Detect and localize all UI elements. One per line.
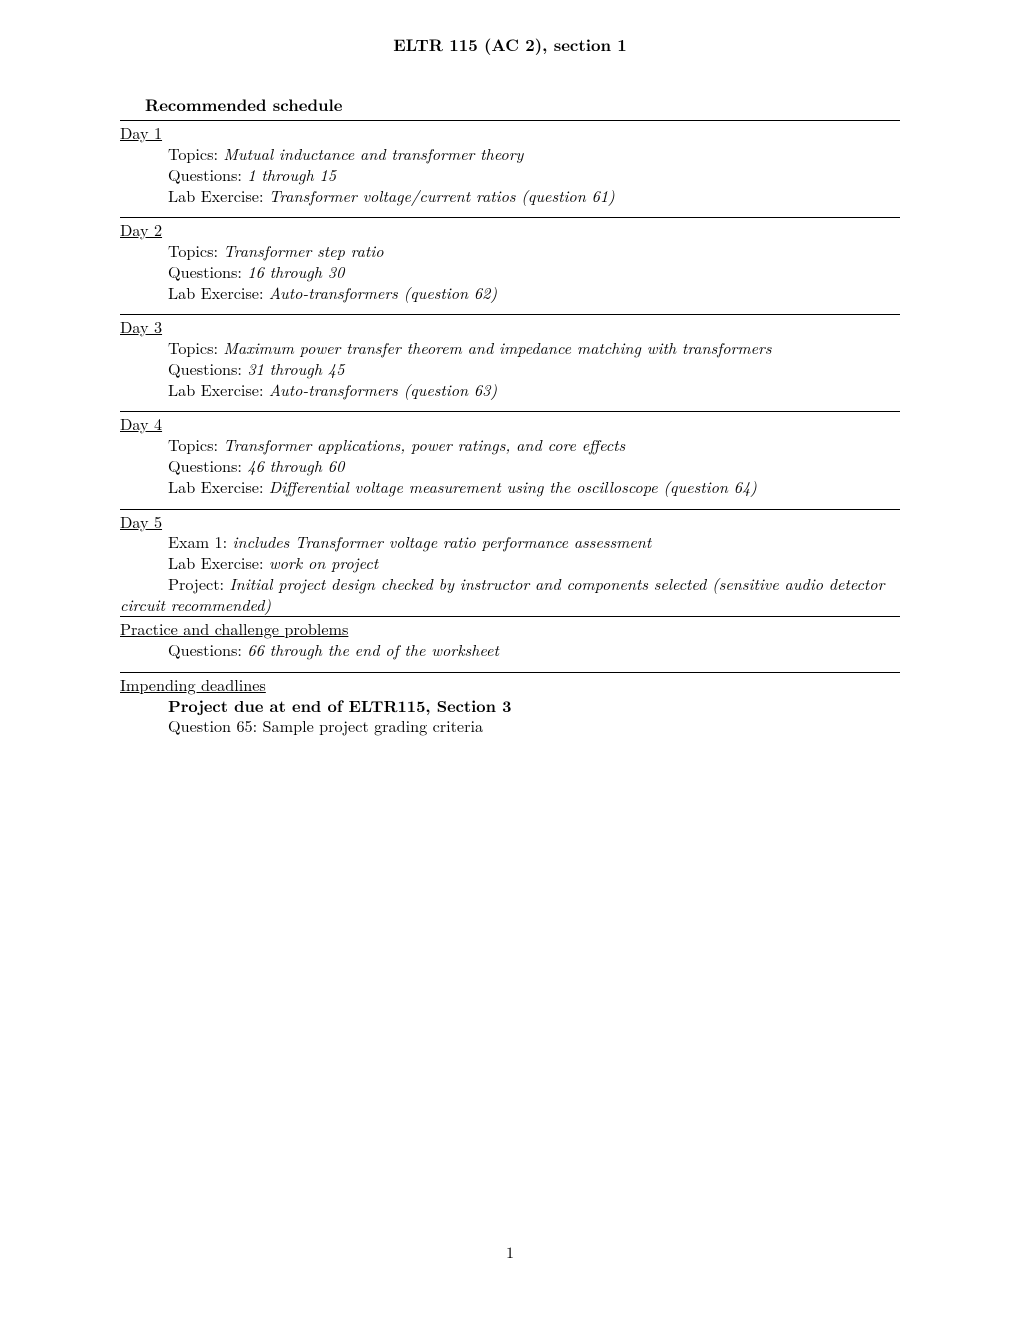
topics-label: Topics: <box>168 336 223 359</box>
exam-label: Exam 1: <box>168 530 233 553</box>
exam-value: includes Transformer voltage ratio perfo… <box>233 530 652 553</box>
section-title: Recommended schedule <box>145 94 900 114</box>
day-block: Day 4 Topics: Transformer applications, … <box>120 414 900 496</box>
lab-line: Lab Exercise: Differential voltage measu… <box>168 477 900 497</box>
divider <box>120 509 900 510</box>
questions-label: Questions: <box>168 260 247 283</box>
day-block: Day 2 Topics: Transformer step ratio Que… <box>120 220 900 302</box>
questions-value: 31 through 45 <box>247 357 344 380</box>
questions-line: Questions: 16 through 30 <box>168 262 900 282</box>
deadlines-bold-line: Project due at end of ELTR115, Section 3 <box>168 696 900 716</box>
questions-value: 46 through 60 <box>247 454 344 477</box>
lab-label: Lab Exercise: <box>168 378 269 401</box>
day-block: Day 3 Topics: Maximum power transfer the… <box>120 317 900 399</box>
project-value-1: Initial project design checked by instru… <box>229 572 884 595</box>
lab-value: Auto-transformers (question 63) <box>269 378 497 401</box>
topics-label: Topics: <box>168 142 223 165</box>
lab-label: Lab Exercise: <box>168 475 269 498</box>
day-entries: Topics: Mutual inductance and transforme… <box>168 144 900 205</box>
lab-value: Auto-transformers (question 62) <box>269 281 497 304</box>
questions-line: Questions: 31 through 45 <box>168 359 900 379</box>
lab-line: Lab Exercise: Transformer voltage/curren… <box>168 186 900 206</box>
project-line-2: circuit recommended) <box>120 595 900 615</box>
practice-heading: Practice and challenge problems <box>120 619 348 639</box>
topics-value: Maximum power transfer theorem and imped… <box>223 336 771 359</box>
practice-block: Practice and challenge problems Question… <box>120 619 900 660</box>
lab-label: Lab Exercise: <box>168 551 269 574</box>
day-label: Day 1 <box>120 123 162 143</box>
practice-questions-value: 66 through the end of the worksheet <box>247 638 499 661</box>
lab-value: Transformer voltage/current ratios (ques… <box>269 184 615 207</box>
topics-line: Topics: Transformer step ratio <box>168 241 900 261</box>
topics-label: Topics: <box>168 239 223 262</box>
topics-label: Topics: <box>168 433 223 456</box>
document-title: ELTR 115 (AC 2), section 1 <box>120 34 900 54</box>
practice-entries: Questions: 66 through the end of the wor… <box>168 640 900 660</box>
questions-value: 1 through 15 <box>247 163 336 186</box>
day-label: Day 5 <box>120 512 162 532</box>
day-entries: Exam 1: includes Transformer voltage rat… <box>168 532 900 593</box>
day-entries: Topics: Transformer applications, power … <box>168 435 900 496</box>
questions-value: 16 through 30 <box>247 260 344 283</box>
questions-label: Questions: <box>168 357 247 380</box>
deadlines-entries: Project due at end of ELTR115, Section 3… <box>168 696 900 737</box>
topics-line: Topics: Transformer applications, power … <box>168 435 900 455</box>
questions-label: Questions: <box>168 638 247 661</box>
project-label: Project: <box>168 572 229 595</box>
questions-label: Questions: <box>168 163 247 186</box>
day-label: Day 3 <box>120 317 162 337</box>
topics-line: Topics: Maximum power transfer theorem a… <box>168 338 900 358</box>
day-label: Day 4 <box>120 414 162 434</box>
topics-line: Topics: Mutual inductance and transforme… <box>168 144 900 164</box>
lab-label: Lab Exercise: <box>168 184 269 207</box>
project-line-1: Project: Initial project design checked … <box>168 574 900 594</box>
topics-value: Mutual inductance and transformer theory <box>223 142 523 165</box>
day-block: Day 1 Topics: Mutual inductance and tran… <box>120 123 900 205</box>
lab-label: Lab Exercise: <box>168 281 269 304</box>
divider <box>120 411 900 412</box>
day-label: Day 2 <box>120 220 162 240</box>
questions-line: Questions: 1 through 15 <box>168 165 900 185</box>
topics-value: Transformer step ratio <box>223 239 383 262</box>
project-value-2: circuit recommended) <box>120 593 271 616</box>
practice-questions-line: Questions: 66 through the end of the wor… <box>168 640 900 660</box>
lab-value: work on project <box>269 551 378 574</box>
day-entries: Topics: Maximum power transfer theorem a… <box>168 338 900 399</box>
deadlines-line: Question 65: Sample project grading crit… <box>168 716 900 736</box>
lab-line: Lab Exercise: Auto-transformers (questio… <box>168 283 900 303</box>
lab-value: Differential voltage measurement using t… <box>269 475 757 498</box>
questions-line: Questions: 46 through 60 <box>168 456 900 476</box>
day-entries: Topics: Transformer step ratio Questions… <box>168 241 900 302</box>
divider <box>120 120 900 121</box>
topics-value: Transformer applications, power ratings,… <box>223 433 625 456</box>
day-block: Day 5 Exam 1: includes Transformer volta… <box>120 512 900 615</box>
deadlines-heading: Impending deadlines <box>120 675 266 695</box>
deadlines-block: Impending deadlines Project due at end o… <box>120 675 900 736</box>
divider <box>120 314 900 315</box>
lab-line: Lab Exercise: Auto-transformers (questio… <box>168 380 900 400</box>
page: ELTR 115 (AC 2), section 1 Recommended s… <box>0 0 1020 1320</box>
exam-line: Exam 1: includes Transformer voltage rat… <box>168 532 900 552</box>
divider <box>120 217 900 218</box>
page-number: 1 <box>0 1242 1020 1262</box>
questions-label: Questions: <box>168 454 247 477</box>
lab-line: Lab Exercise: work on project <box>168 553 900 573</box>
